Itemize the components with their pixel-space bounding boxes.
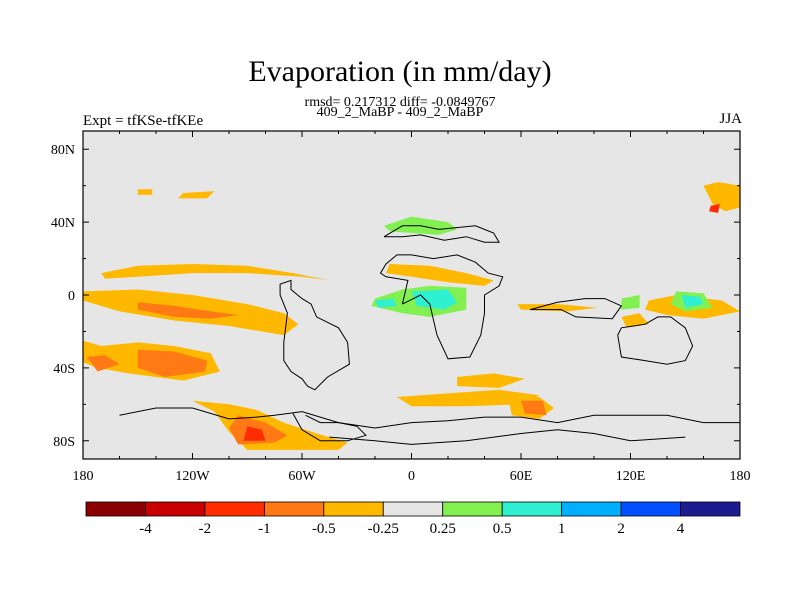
colorbar-swatch	[323, 501, 384, 517]
region-northeast-pacific-blob	[703, 182, 740, 212]
region-indonesia-green	[621, 295, 640, 310]
colorbar-label: 0.25	[430, 521, 456, 537]
contour-regions	[83, 182, 740, 450]
x-tick-label: 180	[730, 469, 751, 484]
colorbar-swatch	[204, 501, 265, 517]
y-tick-label: 40S	[53, 362, 75, 377]
axis-ticks: 180 120W 60W 0 60E 120E 180 80N 40N 0 40S 80S	[51, 131, 751, 484]
season-label: JJA	[719, 111, 742, 127]
colorbar-swatch	[561, 501, 622, 517]
colorbar-label: 1	[558, 521, 566, 537]
x-tick-label: 120W	[175, 469, 210, 484]
colorbar-swatch	[501, 501, 563, 517]
chart-title: Evaporation (in mm/day)	[248, 55, 552, 88]
region-south-pacific-west-core	[86, 355, 120, 372]
region-northeast-pacific-core	[709, 203, 720, 213]
region-weddell-inner	[243, 426, 266, 441]
region-south-atlantic-streaks	[396, 389, 540, 407]
y-tick-label: 80S	[53, 435, 75, 450]
coastlines	[119, 225, 740, 445]
x-tick-label: 60E	[510, 469, 533, 484]
coastline-6	[292, 413, 367, 442]
coastline-1	[383, 225, 500, 243]
coastline-0	[279, 279, 350, 391]
colorbar-label: -0.25	[368, 521, 399, 537]
region-indian-ocean-south-strip	[457, 373, 525, 388]
colorbar-swatch	[620, 501, 681, 517]
region-tropical-pacific-core	[137, 302, 239, 319]
y-tick-label: 0	[68, 289, 75, 304]
case-label: 409_2_MaBP - 409_2_MaBP	[316, 105, 484, 120]
colorbar-label: -4	[139, 521, 152, 537]
region-south-pacific-core	[137, 349, 208, 377]
colorbar-label: -0.5	[312, 521, 336, 537]
region-indian-ocean-southeast-core	[521, 400, 547, 416]
colorbar-swatch	[263, 501, 325, 517]
region-north-africa-plume	[386, 264, 494, 286]
colorbar-swatch	[680, 501, 741, 517]
colorbar-label: 0.5	[493, 521, 512, 537]
colorbar: -4 -2 -1 -0.5 -0.25 0.25 0.5 1 2 4	[85, 501, 741, 537]
colorbar-swatch	[442, 501, 503, 517]
region-small-north-2	[177, 191, 215, 199]
chart-subtitle: rmsd= 0.217312 diff= -0.0849767	[304, 95, 496, 110]
coastline-2	[379, 254, 504, 360]
region-maritime-continent	[621, 313, 649, 328]
y-tick-label: 40N	[51, 216, 75, 231]
x-tick-label: 180	[73, 469, 94, 484]
colorbar-label: 2	[617, 521, 625, 537]
x-tick-label: 60W	[288, 469, 316, 484]
y-tick-label: 80N	[51, 143, 75, 158]
colorbar-swatch	[382, 501, 444, 517]
region-small-north-1	[137, 189, 153, 195]
coastline-7	[329, 429, 686, 445]
colorbar-swatch	[85, 501, 146, 517]
colorbar-label: -1	[258, 521, 271, 537]
coastline-3	[529, 298, 623, 320]
x-tick-label: 0	[408, 469, 415, 484]
colorbar-label: 4	[677, 521, 685, 537]
colorbar-label: -2	[199, 521, 212, 537]
colorbar-swatch	[145, 501, 206, 517]
region-atlantic-teal	[375, 298, 397, 308]
coastline-4	[617, 316, 694, 365]
region-w-pacific-north-band	[101, 264, 330, 281]
region-africa-teal	[411, 289, 458, 310]
x-tick-label: 120E	[616, 469, 646, 484]
region-east-pacific-teal	[681, 295, 704, 308]
coastline-5	[119, 407, 740, 429]
experiment-label: Expt = tfKSe-tfKEe	[83, 113, 204, 129]
